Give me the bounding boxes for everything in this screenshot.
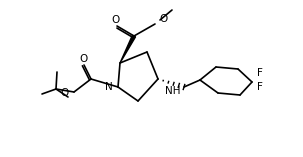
Text: O: O [79, 54, 87, 64]
Text: O: O [112, 15, 120, 25]
Text: F: F [257, 68, 263, 78]
Text: NH: NH [165, 86, 181, 96]
Text: O: O [159, 14, 167, 24]
Text: F: F [257, 82, 263, 92]
Polygon shape [120, 35, 135, 63]
Text: N: N [105, 82, 113, 92]
Text: O: O [61, 88, 69, 98]
